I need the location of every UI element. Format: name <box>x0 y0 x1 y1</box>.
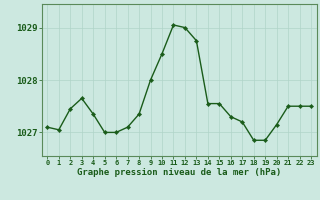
X-axis label: Graphe pression niveau de la mer (hPa): Graphe pression niveau de la mer (hPa) <box>77 168 281 177</box>
